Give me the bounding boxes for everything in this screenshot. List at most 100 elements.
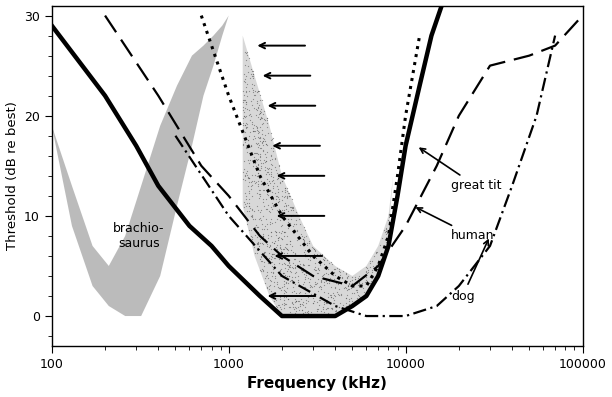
Point [308,295,318,301]
Point [288,283,298,290]
Point [258,233,267,239]
Point [242,49,252,56]
Point [257,221,267,227]
Point [247,67,257,74]
Point [267,145,277,151]
Point [271,275,280,281]
Point [363,269,373,275]
Point [281,241,291,247]
Point [259,202,269,209]
Polygon shape [52,15,229,316]
Point [266,173,276,179]
Point [301,300,311,306]
Point [262,241,272,247]
Point [244,208,254,214]
Point [331,308,341,314]
Point [285,264,295,270]
Point [275,180,285,186]
Point [290,270,300,276]
Point [252,189,262,196]
Point [344,301,354,307]
Point [240,135,250,141]
Point [371,250,381,256]
Point [275,163,285,169]
Point [312,280,321,287]
Point [343,285,353,292]
Point [294,242,304,249]
Point [310,292,319,299]
Point [283,208,293,214]
Point [286,215,296,222]
Point [310,246,319,252]
Point [278,269,288,276]
Point [379,227,389,233]
Point [272,229,282,235]
Point [316,278,326,284]
Point [332,289,342,295]
Point [263,115,272,121]
Point [268,202,278,209]
Point [304,249,313,256]
Point [258,268,268,274]
Point [283,216,293,223]
Text: great tit: great tit [420,148,501,192]
Point [242,124,252,131]
Point [351,287,360,293]
Point [252,250,261,256]
Point [256,217,266,224]
Point [242,202,252,209]
Point [239,93,249,99]
Point [316,277,326,283]
Point [337,292,346,298]
Point [354,279,364,286]
Point [249,82,259,88]
Point [300,309,310,316]
Point [241,101,251,108]
Point [255,215,265,222]
Point [310,267,319,273]
Point [244,63,253,69]
Point [240,75,250,82]
Point [239,78,249,84]
Point [267,251,277,257]
Point [256,110,266,117]
Point [299,242,309,248]
Point [286,247,296,253]
Point [326,305,336,311]
Point [299,262,309,268]
Point [252,140,261,146]
Point [272,170,282,176]
Point [326,293,336,300]
Point [284,273,294,279]
Point [259,226,269,233]
Point [302,248,312,254]
Point [289,288,299,295]
Point [310,281,319,287]
Point [298,261,308,268]
Point [280,229,290,235]
Point [253,140,263,146]
Point [270,219,280,225]
Point [358,285,368,291]
Point [263,181,272,188]
Point [359,292,369,298]
Point [253,247,263,254]
Point [247,236,256,243]
Point [255,91,265,98]
Point [277,193,287,200]
Point [283,189,293,196]
Point [263,129,272,136]
Point [275,266,285,272]
Point [240,79,250,85]
Point [255,138,265,144]
Point [239,120,248,126]
Point [275,217,285,224]
Point [268,251,278,257]
Point [250,216,260,222]
Point [330,284,340,291]
Point [251,163,261,170]
Point [319,270,329,277]
Point [299,235,308,242]
Point [289,256,299,262]
Point [290,296,300,303]
